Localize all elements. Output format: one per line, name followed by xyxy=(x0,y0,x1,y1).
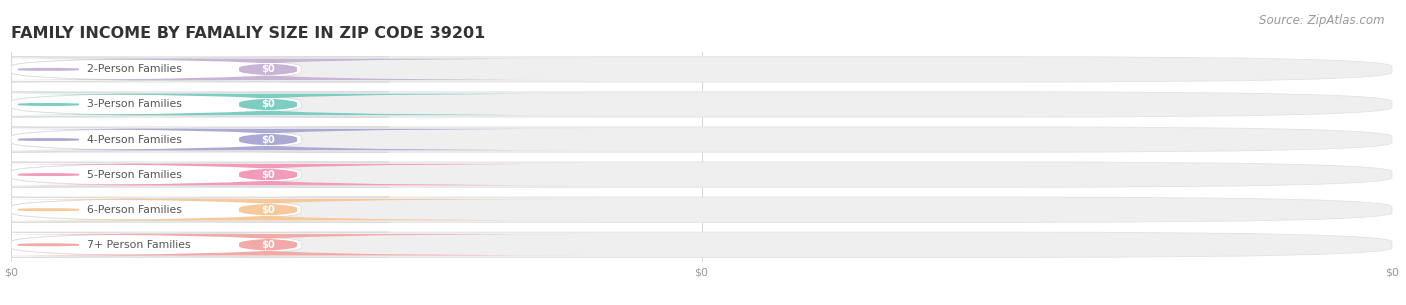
Circle shape xyxy=(18,139,79,140)
FancyBboxPatch shape xyxy=(0,129,599,150)
FancyBboxPatch shape xyxy=(11,197,1392,222)
FancyBboxPatch shape xyxy=(0,234,599,256)
Text: $0: $0 xyxy=(262,135,276,145)
Text: $0: $0 xyxy=(262,205,276,215)
Text: 7+ Person Families: 7+ Person Families xyxy=(87,240,191,250)
FancyBboxPatch shape xyxy=(11,57,1392,82)
Circle shape xyxy=(18,244,79,246)
FancyBboxPatch shape xyxy=(0,92,389,117)
Text: $0: $0 xyxy=(262,99,276,109)
FancyBboxPatch shape xyxy=(11,92,1392,117)
FancyBboxPatch shape xyxy=(11,162,1392,187)
FancyBboxPatch shape xyxy=(11,232,1392,257)
FancyBboxPatch shape xyxy=(0,197,389,222)
Text: 4-Person Families: 4-Person Families xyxy=(87,135,181,145)
Circle shape xyxy=(18,104,79,105)
FancyBboxPatch shape xyxy=(0,164,599,185)
FancyBboxPatch shape xyxy=(0,232,389,257)
FancyBboxPatch shape xyxy=(0,127,389,152)
Text: Source: ZipAtlas.com: Source: ZipAtlas.com xyxy=(1260,14,1385,27)
Text: 3-Person Families: 3-Person Families xyxy=(87,99,181,109)
FancyBboxPatch shape xyxy=(0,94,599,115)
Text: 2-Person Families: 2-Person Families xyxy=(87,64,181,74)
Circle shape xyxy=(18,209,79,210)
FancyBboxPatch shape xyxy=(0,199,599,221)
Text: FAMILY INCOME BY FAMALIY SIZE IN ZIP CODE 39201: FAMILY INCOME BY FAMALIY SIZE IN ZIP COD… xyxy=(11,26,485,41)
Circle shape xyxy=(18,69,79,70)
Text: $0: $0 xyxy=(262,170,276,180)
FancyBboxPatch shape xyxy=(0,59,599,80)
FancyBboxPatch shape xyxy=(11,127,1392,152)
Text: $0: $0 xyxy=(262,64,276,74)
Text: 5-Person Families: 5-Person Families xyxy=(87,170,181,180)
Text: 6-Person Families: 6-Person Families xyxy=(87,205,181,215)
Text: $0: $0 xyxy=(262,240,276,250)
FancyBboxPatch shape xyxy=(0,57,389,82)
FancyBboxPatch shape xyxy=(0,162,389,187)
Circle shape xyxy=(18,174,79,175)
